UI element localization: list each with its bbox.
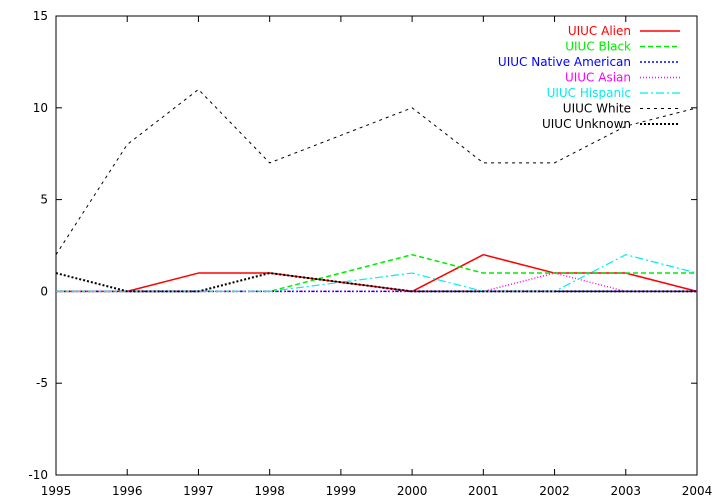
- x-tick-label: 1999: [326, 484, 357, 498]
- series-line-uiuc-alien: [56, 253, 698, 293]
- series-lines: [55, 88, 698, 293]
- y-tick-label: -5: [36, 376, 48, 390]
- axes: 1995 1996 1997 1998 1999 2000 2001 2002 2003 2004…: [28, 9, 712, 498]
- y-tick-label: 15: [33, 9, 48, 23]
- series-line-uiuc-unknown: [55, 272, 697, 293]
- legend-label-uiuc-native-american: UIUC Native American: [498, 55, 631, 69]
- series-line-uiuc-asian: [56, 272, 697, 293]
- x-tick-label: 2003: [611, 484, 642, 498]
- y-tick-label: 0: [40, 284, 48, 298]
- x-tick-label: 2004: [682, 484, 713, 498]
- x-tick-label: 1998: [254, 484, 285, 498]
- x-tick-label: 2001: [468, 484, 499, 498]
- series-line-uiuc-white: [55, 88, 698, 255]
- x-tick-label: 1996: [112, 484, 143, 498]
- legend-label-uiuc-black: UIUC Black: [565, 40, 631, 54]
- y-tick-label: -10: [28, 468, 48, 482]
- x-tick-label: 1997: [183, 484, 214, 498]
- legend-label-uiuc-alien: UIUC Alien: [568, 24, 631, 38]
- x-tick-label: 1995: [41, 484, 72, 498]
- x-tick-label: 2002: [539, 484, 570, 498]
- legend-label-uiuc-hispanic: UIUC Hispanic: [547, 86, 631, 100]
- series-line-uiuc-hispanic: [56, 254, 698, 292]
- y-tick-label: 5: [40, 193, 48, 207]
- x-tick-label: 2000: [397, 484, 428, 498]
- legend-label-uiuc-asian: UIUC Asian: [565, 71, 631, 85]
- legend-label-uiuc-white: UIUC White: [563, 102, 631, 116]
- plot-frame: [55, 15, 698, 476]
- legend-label-uiuc-unknown: UIUC Unknown: [542, 117, 631, 131]
- y-tick-label: 10: [33, 101, 48, 115]
